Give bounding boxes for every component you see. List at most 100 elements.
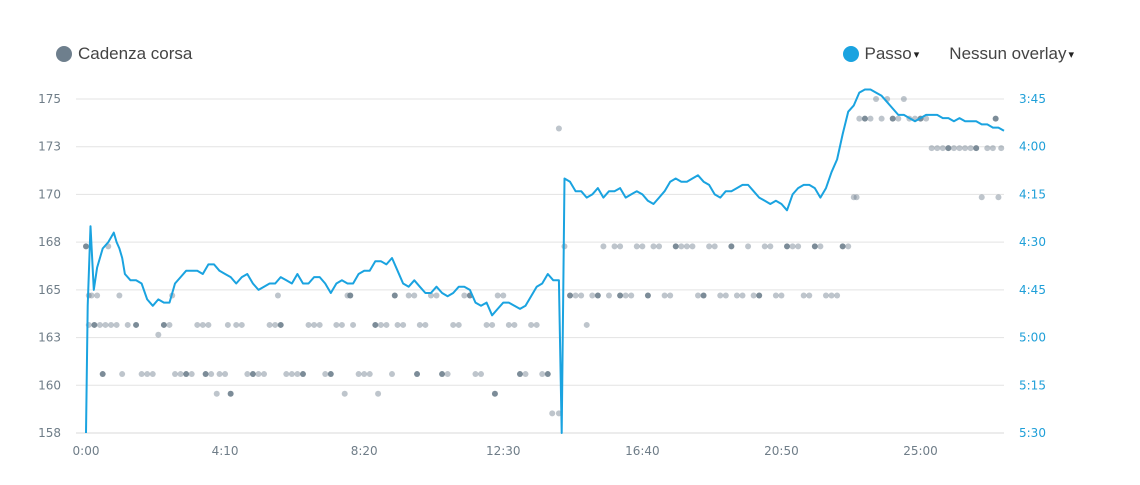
left-axis-tick-label: 170	[38, 187, 61, 201]
cadence-point	[956, 145, 963, 152]
cadence-point	[491, 390, 498, 397]
cadence-point	[341, 390, 348, 397]
cadence-point	[689, 243, 696, 250]
cadence-point	[856, 115, 863, 122]
pace-legend-dot-icon	[842, 46, 859, 62]
cadence-point	[828, 292, 835, 299]
cadence-legend-dot-icon	[56, 46, 72, 62]
right-axis-tick-label: 3:45	[1019, 92, 1046, 106]
cadence-point	[160, 321, 167, 328]
cadence-point	[450, 321, 457, 328]
cadence-point	[119, 371, 126, 378]
cadence-point	[133, 321, 140, 328]
cadence-point	[355, 371, 362, 378]
cadence-point	[678, 243, 685, 250]
cadence-point	[900, 96, 907, 102]
cadence-point	[294, 371, 301, 378]
cadence-point	[183, 371, 190, 378]
cadence-point	[995, 194, 1002, 201]
cadence-point	[873, 96, 880, 102]
cadence-point	[155, 331, 162, 338]
cadence-point	[594, 292, 601, 299]
right-axis-tick-label: 4:15	[1019, 187, 1046, 201]
cadence-point	[96, 321, 103, 328]
pace-legend-label: Passo	[864, 44, 912, 63]
cadence-point	[750, 292, 757, 299]
cadence-legend-label: Cadenza corsa	[78, 44, 193, 63]
cadence-point	[516, 371, 523, 378]
cadence-point	[728, 243, 735, 250]
right-axis-tick-label: 5:15	[1019, 378, 1046, 392]
cadence-point	[233, 321, 240, 328]
cadence-point	[383, 321, 390, 328]
cadence-point	[91, 321, 98, 328]
cadence-point	[628, 292, 635, 299]
cadence-point	[733, 292, 740, 299]
cadence-point	[934, 145, 941, 152]
cadence-point	[656, 243, 663, 250]
cadence-point	[255, 371, 262, 378]
cadence-point	[578, 292, 585, 299]
cadence-point	[611, 243, 618, 250]
cadence-point	[555, 125, 562, 132]
cadence-point	[461, 292, 468, 299]
left-axis-tick-label: 158	[38, 426, 61, 440]
overlay-dropdown[interactable]: Nessun overlay ▾	[949, 44, 1074, 64]
x-axis-tick-label: 0:00	[73, 444, 100, 458]
cadence-point	[962, 145, 969, 152]
cadence-point	[494, 292, 501, 299]
cadence-point	[795, 243, 802, 250]
cadence-point	[633, 243, 640, 250]
cadence-point	[202, 371, 209, 378]
pace-metric-dropdown[interactable]: Passo ▾	[842, 44, 920, 64]
cadence-point	[889, 115, 896, 122]
cadence-point	[756, 292, 763, 299]
cadence-point	[811, 243, 818, 250]
cadence-point	[333, 321, 340, 328]
cadence-point	[644, 292, 651, 299]
cadence-point	[299, 371, 306, 378]
left-axis-tick-label: 165	[38, 283, 61, 297]
cadence-point	[108, 321, 115, 328]
cadence-point	[272, 321, 279, 328]
cadence-point	[589, 292, 596, 299]
right-axis-ticks: 3:45 4:00 4:15 4:30 4:45 5:00 5:15 5:30	[1019, 92, 1046, 440]
cadence-point	[711, 243, 718, 250]
cadence-point	[778, 292, 785, 299]
cadence-point	[372, 321, 379, 328]
cadence-point	[472, 371, 479, 378]
cadence-point	[789, 243, 796, 250]
cadence-point	[672, 243, 679, 250]
cadence-point	[695, 292, 701, 299]
right-axis-tick-label: 4:30	[1019, 235, 1046, 249]
cadence-point	[455, 321, 462, 328]
cadence-point	[989, 145, 996, 152]
left-axis-ticks: 175 173 170 168 165 163 160 158	[38, 92, 61, 440]
cadence-point	[391, 292, 398, 299]
cadence-point	[266, 321, 273, 328]
cadence-point	[583, 321, 590, 328]
cadence-point	[416, 321, 423, 328]
cadence-point	[806, 292, 813, 299]
cadence-point	[361, 371, 368, 378]
cadence-point	[973, 145, 980, 152]
cadence-point	[939, 145, 946, 152]
cadence-point	[94, 292, 101, 299]
cadence-point	[322, 371, 329, 378]
cadence-point	[767, 243, 774, 250]
cadence-point	[124, 321, 131, 328]
cadence-point	[138, 371, 145, 378]
chevron-down-icon: ▾	[913, 48, 920, 61]
cadence-point	[277, 321, 284, 328]
cadence-point	[414, 371, 421, 378]
cadence-point	[567, 292, 574, 299]
cadence-point	[549, 410, 556, 417]
cadence-point	[88, 292, 95, 299]
cadence-point	[617, 243, 624, 250]
cadence-point	[667, 292, 674, 299]
cadence-point	[895, 115, 902, 122]
x-axis-tick-label: 16:40	[625, 444, 660, 458]
cadence-point	[984, 145, 991, 152]
cadence-point	[411, 292, 418, 299]
x-axis-tick-label: 12:30	[486, 444, 521, 458]
